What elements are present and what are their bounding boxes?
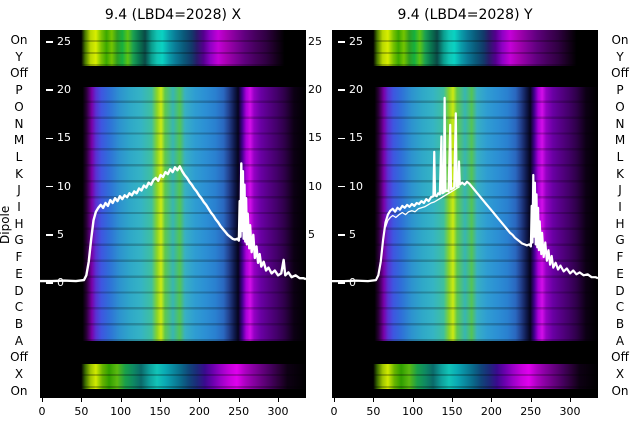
dipole-row-label-10-i: I	[17, 200, 21, 215]
dipole-row-label-5-n: N	[615, 116, 625, 131]
x-tick-label-50: 50	[74, 405, 89, 418]
dipole-row-label-16-c: C	[14, 300, 24, 315]
heatmap-main-band	[40, 87, 306, 341]
panel-y-title: 9.4 (LBD4=2028) Y	[397, 7, 533, 23]
x-tick-label-250: 250	[520, 405, 542, 418]
heatmap-main-band	[332, 87, 598, 341]
between-panel-yticks: 25 20 15 10 5	[306, 30, 332, 398]
dipole-row-label-9-j: J	[618, 183, 622, 198]
dipole-row-label-14-e: E	[15, 266, 23, 281]
row-labels-left: On Y Off P O N M L K J I H G F E D C B A Off X On	[4, 34, 34, 398]
dipole-row-label-20-x: X	[14, 367, 24, 382]
dipole-row-label-14-e: E	[616, 266, 624, 281]
dipole-row-label-6-m: M	[13, 133, 25, 148]
row-labels-right: On Y Off P O N M L K J I H G F E D C B A Off X On	[604, 34, 636, 398]
dipole-row-label-13-f: F	[15, 250, 23, 265]
dipole-row-label-0-on: On	[611, 33, 629, 47]
dipole-row-label-6-m: M	[614, 133, 626, 148]
dipole-row-label-11-h: H	[14, 216, 24, 231]
dipole-row-label-19-off: Off	[611, 350, 629, 365]
dipole-row-label-21-on: On	[611, 383, 629, 398]
heatmap-top-band	[332, 30, 598, 67]
dipole-row-label-13-f: F	[616, 250, 624, 265]
x-tick-mark	[491, 398, 493, 402]
dipole-row-label-9-j: J	[17, 183, 21, 198]
x-tick-mark	[334, 398, 335, 402]
panel-x-title: 9.4 (LBD4=2028) X	[104, 7, 242, 23]
x-tick-label-100: 100	[402, 405, 424, 418]
dipole-row-label-8-k: K	[15, 166, 23, 181]
x-tick-mark	[160, 398, 162, 402]
dipole-row-label-18-a: A	[14, 333, 24, 348]
panel-x: 9.4 (LBD4=2028) X 25 20 15 10 5 0 0 50 100 150 20…	[38, 0, 306, 440]
x-tick-label-300: 300	[267, 405, 289, 418]
dipole-row-label-12-g: G	[615, 233, 625, 248]
x-tick-label-100: 100	[110, 405, 132, 418]
x-tick-label-50: 50	[366, 405, 381, 418]
panel-x-plot: 25 20 15 10 5 0	[40, 30, 306, 398]
x-tick-mark	[412, 398, 414, 402]
dipole-row-label-5-n: N	[14, 116, 24, 131]
panel-y: 9.4 (LBD4=2028) Y 25 20 15 10 5 0 0 50 100 150 20…	[330, 0, 598, 440]
dipole-row-label-10-i: I	[618, 200, 622, 215]
x-tick-mark	[530, 398, 532, 402]
dipole-row-label-17-b: B	[14, 316, 24, 331]
dipole-row-label-1-y: Y	[616, 49, 624, 64]
between-y-tick-10: 10	[308, 179, 322, 193]
x-tick-mark	[570, 398, 572, 402]
heatmap-bottom-band	[332, 364, 598, 390]
x-tick-mark	[81, 398, 83, 402]
between-y-tick-5: 5	[308, 227, 315, 241]
dipole-row-label-20-x: X	[615, 367, 625, 382]
dipole-row-label-1-y: Y	[15, 49, 23, 64]
dipole-row-label-12-g: G	[14, 233, 24, 248]
dipole-row-label-7-l: L	[616, 149, 624, 164]
x-axis-y-panel: 0 50 100 150 200 250 300	[330, 398, 598, 438]
x-tick-mark	[42, 398, 43, 402]
dipole-row-label-11-h: H	[615, 216, 625, 231]
dipole-row-label-21-on: On	[10, 383, 28, 398]
x-tick-label-200: 200	[480, 405, 502, 418]
dipole-row-label-19-off: Off	[10, 350, 28, 365]
heatmap-bottom-band	[40, 364, 306, 390]
dipole-row-label-15-d: D	[14, 283, 24, 298]
x-tick-label-200: 200	[188, 405, 210, 418]
dipole-row-label-17-b: B	[615, 316, 625, 331]
dipole-row-label-7-l: L	[15, 149, 23, 164]
dipole-row-label-3-p: P	[616, 83, 624, 98]
dipole-row-label-8-k: K	[616, 166, 624, 181]
x-tick-mark	[373, 398, 375, 402]
dipole-row-label-15-d: D	[615, 283, 625, 298]
between-y-tick-20: 20	[308, 83, 322, 97]
trace-x	[40, 30, 306, 398]
between-y-tick-15: 15	[308, 131, 322, 145]
x-tick-mark	[120, 398, 122, 402]
x-tick-label-250: 250	[228, 405, 250, 418]
x-axis-x-panel: 0 50 100 150 200 250 300	[38, 398, 306, 438]
trace-y	[332, 30, 598, 398]
dipole-row-label-18-a: A	[615, 333, 625, 348]
x-tick-label-0: 0	[330, 405, 338, 418]
x-tick-label-300: 300	[559, 405, 581, 418]
x-tick-label-150: 150	[441, 405, 463, 418]
x-tick-label-150: 150	[149, 405, 171, 418]
x-tick-mark	[238, 398, 240, 402]
between-y-tick-25: 25	[308, 35, 322, 48]
dipole-row-label-4-o: O	[14, 99, 24, 114]
dipole-row-label-0-on: On	[10, 33, 28, 47]
dipole-row-label-16-c: C	[615, 300, 625, 315]
x-tick-mark	[199, 398, 201, 402]
dipole-row-label-2-off: Off	[611, 66, 629, 81]
dipole-row-label-3-p: P	[15, 83, 23, 98]
dipole-row-label-4-o: O	[615, 99, 625, 114]
x-tick-label-0: 0	[38, 405, 46, 418]
heatmap-top-band	[40, 30, 306, 67]
dipole-row-label-2-off: Off	[10, 66, 28, 81]
x-tick-mark	[278, 398, 280, 402]
panel-y-plot: 25 20 15 10 5 0	[332, 30, 598, 398]
x-tick-mark	[452, 398, 454, 402]
